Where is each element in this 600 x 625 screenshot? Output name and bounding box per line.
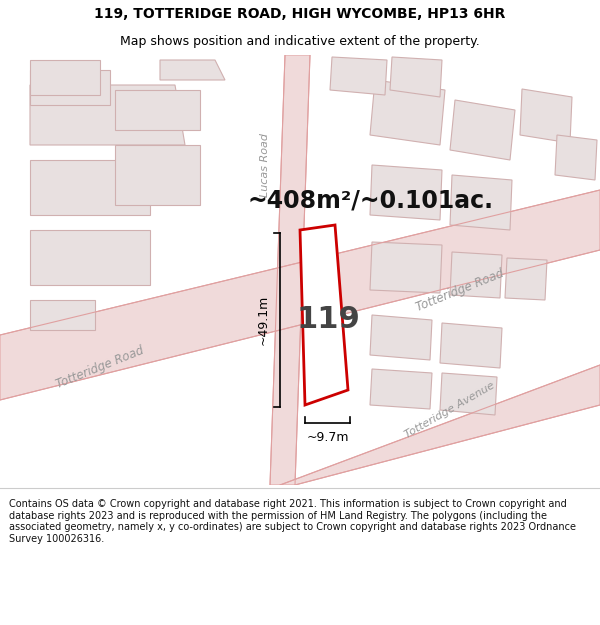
Polygon shape: [115, 90, 200, 130]
Polygon shape: [440, 373, 497, 415]
Text: 119, TOTTERIDGE ROAD, HIGH WYCOMBE, HP13 6HR: 119, TOTTERIDGE ROAD, HIGH WYCOMBE, HP13…: [94, 7, 506, 21]
Text: Totteridge Avenue: Totteridge Avenue: [403, 380, 497, 440]
Polygon shape: [30, 70, 110, 105]
Text: 119: 119: [296, 306, 360, 334]
Polygon shape: [450, 252, 502, 298]
Polygon shape: [30, 300, 95, 330]
Polygon shape: [370, 80, 445, 145]
Polygon shape: [390, 57, 442, 97]
Text: Lucas Road: Lucas Road: [260, 133, 270, 197]
Polygon shape: [505, 258, 547, 300]
Polygon shape: [440, 323, 502, 368]
Polygon shape: [270, 55, 310, 485]
Polygon shape: [30, 85, 185, 145]
Polygon shape: [555, 135, 597, 180]
Polygon shape: [370, 242, 442, 293]
Polygon shape: [30, 160, 150, 215]
Polygon shape: [30, 230, 150, 285]
Text: Totteridge Road: Totteridge Road: [54, 343, 146, 391]
Polygon shape: [30, 60, 100, 95]
Polygon shape: [330, 57, 387, 95]
Text: ~9.7m: ~9.7m: [306, 431, 349, 444]
Polygon shape: [0, 190, 600, 400]
Text: Contains OS data © Crown copyright and database right 2021. This information is : Contains OS data © Crown copyright and d…: [9, 499, 576, 544]
Text: ~49.1m: ~49.1m: [257, 295, 270, 345]
Polygon shape: [300, 225, 348, 405]
Polygon shape: [160, 60, 225, 80]
Polygon shape: [520, 89, 572, 143]
Polygon shape: [280, 365, 600, 485]
Polygon shape: [370, 315, 432, 360]
Text: ~408m²/~0.101ac.: ~408m²/~0.101ac.: [247, 188, 493, 212]
Text: Map shows position and indicative extent of the property.: Map shows position and indicative extent…: [120, 35, 480, 48]
Polygon shape: [450, 175, 512, 230]
Polygon shape: [450, 100, 515, 160]
Polygon shape: [370, 369, 432, 409]
Polygon shape: [370, 165, 442, 220]
Polygon shape: [115, 145, 200, 205]
Text: Totteridge Road: Totteridge Road: [414, 266, 506, 314]
